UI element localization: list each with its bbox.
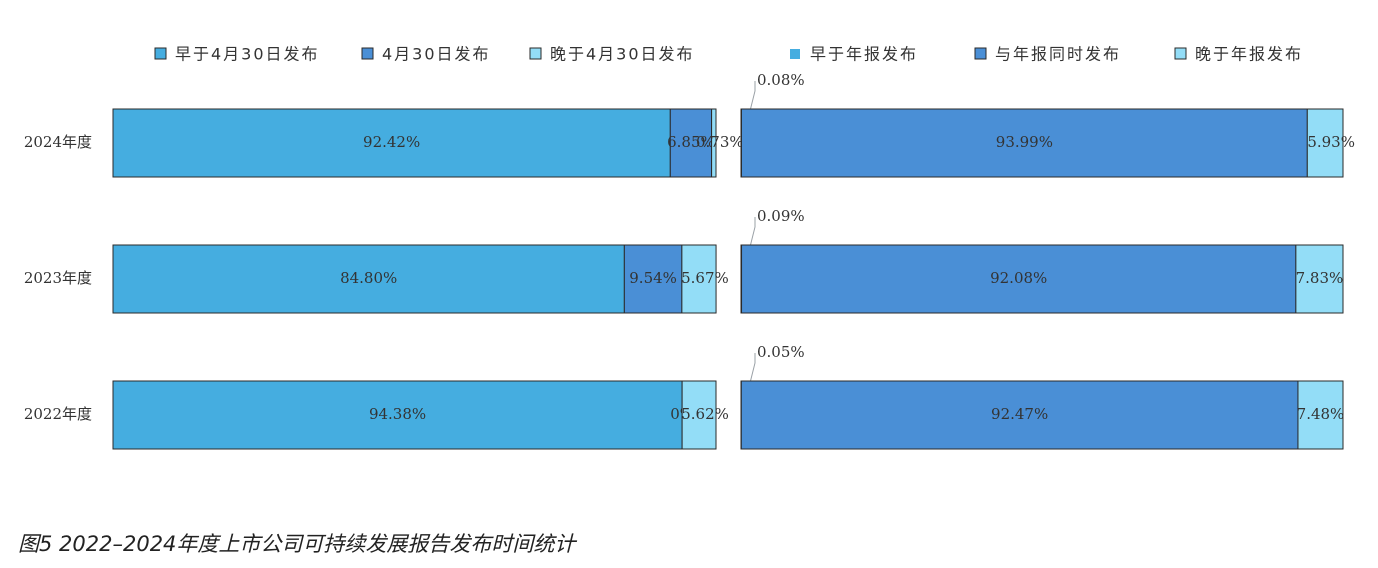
data-label-p0-row1-s1: 9.54% — [629, 269, 677, 287]
data-label-p1-row1-s1: 92.08% — [990, 269, 1047, 287]
bar-p0-row1-s1 — [623, 244, 683, 314]
legend-swatch-p1-s0 — [790, 49, 800, 59]
data-label-p1-row1-s2: 7.83% — [1296, 269, 1344, 287]
chart-canvas: 2024年度 2023年度 2022年度 早于4月30日发布 4月30日发布 晚于4月30… — [24, 45, 1355, 450]
category-label-0: 2024年度 — [24, 133, 92, 151]
data-label-p0-row0-s2: 0.73% — [696, 133, 744, 151]
legend-label-p1-s1: 与年报同时发布 — [995, 45, 1121, 64]
data-label-p0-row0-s1: 6.85% — [667, 133, 715, 151]
legend-label-p0-s0: 早于4月30日发布 — [175, 45, 320, 64]
bar-p1-row2-s2 — [1297, 380, 1344, 450]
data-label-p0-row1-s2: 5.67% — [681, 269, 729, 287]
data-label-p0-row2-s2: 5.62% — [681, 405, 729, 423]
bar-p0-row0-s0 — [112, 108, 671, 178]
bar-p0-row0-s2 — [711, 108, 717, 178]
legend-label-p0-s1: 4月30日发布 — [382, 45, 491, 64]
data-label-p1-row2-s1: 92.47% — [991, 405, 1048, 423]
bar-p0-row1-s2 — [681, 244, 717, 314]
bar-p0-row0-s1 — [669, 108, 713, 178]
bar-p1-row1-s2 — [1295, 244, 1344, 314]
data-label-p1-row0-s2: 5.93% — [1307, 133, 1355, 151]
data-label-p1-row0-s0: 0.08% — [757, 71, 805, 89]
data-label-p0-row2-s0: 94.38% — [369, 405, 426, 423]
bar-p0-row2-s0 — [112, 380, 683, 450]
data-label-p0-row0-s0: 92.42% — [363, 133, 420, 151]
legend-label-p0-s2: 晚于4月30日发布 — [550, 45, 695, 64]
data-label-p1-row2-s2: 7.48% — [1297, 405, 1345, 423]
data-label-p1-row0-s1: 93.99% — [996, 133, 1053, 151]
data-label-p1-row1-s0: 0.09% — [757, 207, 805, 225]
data-label-p1-row2-s0: 0.05% — [757, 343, 805, 361]
bar-p1-row2-s1 — [740, 380, 1299, 450]
legend-swatch-p0-s1 — [361, 47, 374, 60]
data-label-p0-row1-s0: 84.80% — [340, 269, 397, 287]
legend-swatch-p1-s2 — [1174, 47, 1187, 60]
legend-swatch-p0-s2 — [529, 47, 542, 60]
legend-swatch-p0-s0 — [154, 47, 167, 60]
category-label-2: 2022年度 — [24, 405, 92, 423]
bar-p1-row1-s1 — [741, 244, 1297, 314]
figure-caption: 图5 2022–2024年度上市公司可持续发展报告发布时间统计 — [18, 532, 576, 556]
bar-p0-row2-s2 — [681, 380, 717, 450]
bar-p1-row0-s2 — [1306, 108, 1344, 178]
legend-label-p1-s2: 晚于年报发布 — [1195, 45, 1303, 64]
bar-p0-row1-s0 — [112, 244, 625, 314]
category-label-1: 2023年度 — [24, 269, 92, 287]
bar-p1-row0-s1 — [740, 108, 1308, 178]
legend-label-p1-s0: 早于年报发布 — [810, 45, 918, 64]
legend-swatch-p1-s1 — [974, 47, 987, 60]
